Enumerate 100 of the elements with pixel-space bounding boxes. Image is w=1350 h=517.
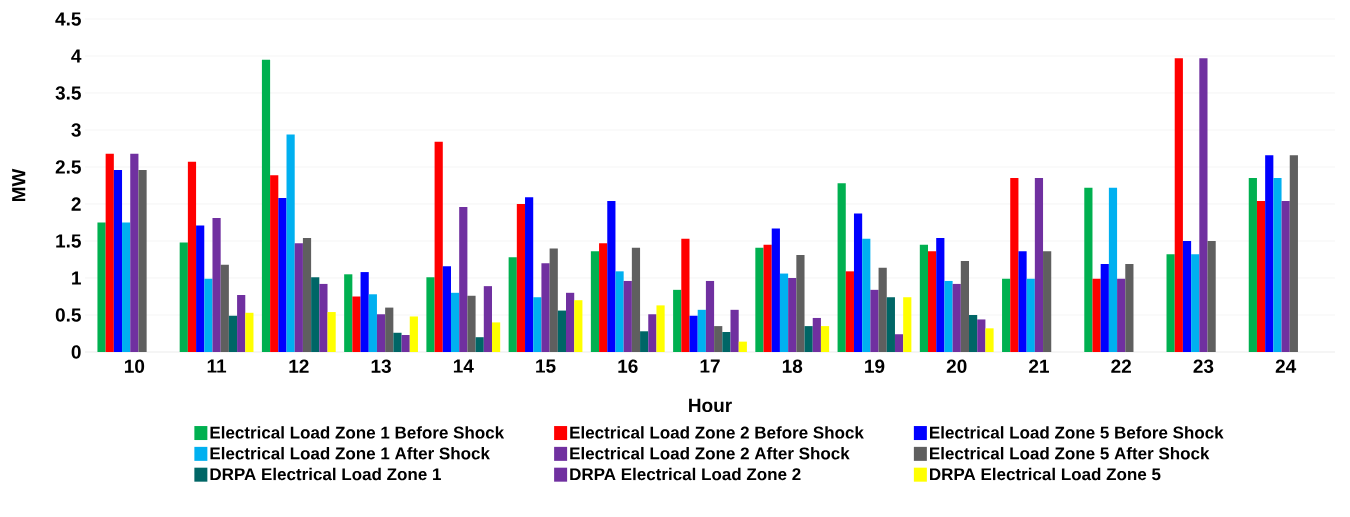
y-tick-label: 3.5 [55, 86, 81, 100]
bar [491, 322, 501, 352]
bar [1191, 254, 1200, 352]
bar [590, 251, 600, 352]
bar [1281, 201, 1290, 352]
bar [697, 309, 706, 352]
legend-label: Electrical Load Zone 2 After Shock [570, 446, 850, 460]
bar [508, 257, 517, 352]
bar [837, 183, 846, 352]
bar [138, 169, 147, 352]
bar [812, 317, 821, 352]
bar [270, 175, 279, 352]
bar [352, 296, 361, 352]
x-tick-label: 16 [618, 359, 638, 373]
bar [870, 289, 879, 352]
bar [607, 201, 616, 352]
y-tick-label: 2.5 [55, 160, 81, 174]
bar [960, 260, 970, 352]
bar [820, 326, 830, 352]
y-tick-label: 1 [72, 271, 81, 285]
x-tick-label: 21 [1029, 359, 1049, 373]
bar [187, 161, 197, 352]
x-tick-label: 11 [207, 359, 227, 373]
bar [122, 222, 131, 352]
bar [541, 263, 550, 352]
bar [1018, 251, 1027, 352]
bar [599, 243, 608, 352]
x-tick-label: 14 [453, 359, 474, 373]
bar [1010, 178, 1019, 352]
bar [1182, 241, 1192, 352]
bar [426, 277, 435, 352]
y-tick-label: 0 [71, 345, 81, 359]
bar [483, 286, 492, 352]
bar [936, 238, 945, 352]
bar [566, 292, 575, 352]
bar [525, 197, 534, 352]
bar [1108, 187, 1118, 352]
legend-label: DRPA Electrical Load Zone 1 [210, 467, 441, 481]
bar [1043, 251, 1052, 352]
bar [212, 218, 221, 352]
bar [516, 204, 526, 352]
bar [393, 332, 402, 352]
bar [681, 238, 690, 352]
bar [409, 316, 418, 352]
legend-label: DRPA Electrical Load Zone 2 [570, 467, 801, 481]
x-tick-label: 19 [865, 359, 885, 373]
x-tick-label: 22 [1111, 359, 1131, 373]
bar [368, 294, 377, 352]
bar [730, 309, 739, 352]
y-tick-label: 0.5 [55, 308, 81, 322]
legend-label: DRPA Electrical Load Zone 5 [930, 467, 1161, 481]
bar [311, 277, 320, 352]
bar [894, 334, 904, 352]
bar [549, 248, 558, 352]
legend-label: Electrical Load Zone 2 Before Shock [570, 426, 864, 439]
bar [245, 312, 254, 352]
bar [1002, 278, 1011, 352]
bar [969, 315, 978, 352]
bar [442, 266, 451, 352]
bar [105, 153, 114, 352]
bar [631, 247, 641, 352]
x-tick-label: 17 [700, 359, 720, 373]
bar [475, 337, 484, 352]
bar [237, 295, 246, 352]
bar [738, 341, 747, 352]
x-tick-label: 18 [782, 359, 803, 373]
bar [722, 332, 731, 352]
bar [278, 198, 287, 352]
bar [319, 283, 328, 352]
bar [113, 169, 123, 352]
bar [467, 295, 476, 352]
bar [574, 300, 583, 352]
legend-label: Electrical Load Zone 5 After Shock [930, 446, 1210, 460]
bar [1125, 263, 1134, 352]
bar [952, 283, 961, 352]
bar [862, 238, 871, 352]
bar [1273, 178, 1282, 352]
bar [1026, 278, 1035, 352]
bar [640, 331, 649, 352]
bar [615, 271, 624, 352]
bar [796, 255, 805, 352]
bar [450, 292, 460, 352]
bar [130, 153, 139, 352]
x-tick-label: 13 [371, 359, 391, 374]
bar [302, 238, 312, 352]
bar [673, 289, 682, 352]
bar [1289, 155, 1298, 352]
x-tick-label: 15 [536, 359, 556, 373]
y-tick-label: 2 [71, 197, 81, 211]
bar [944, 280, 953, 352]
bar [985, 328, 994, 352]
bar [294, 243, 303, 352]
bar [261, 59, 271, 352]
bar [204, 278, 213, 352]
y-tick-label: 1.5 [56, 234, 81, 248]
bar [771, 228, 780, 352]
bar [919, 244, 929, 352]
bar [763, 244, 772, 352]
bar [434, 141, 443, 352]
legend-label: Electrical Load Zone 5 Before Shock [930, 426, 1224, 439]
